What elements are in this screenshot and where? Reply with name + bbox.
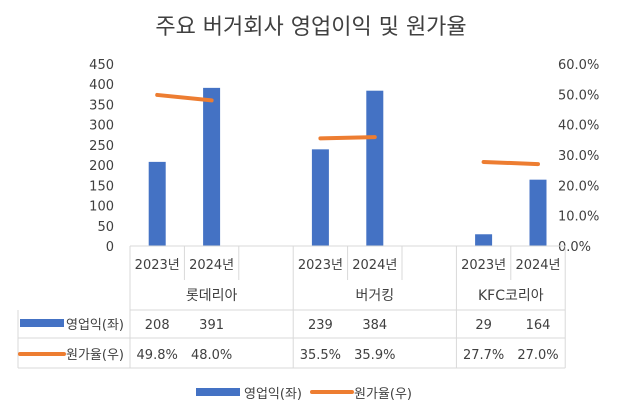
data-label: 35.5% — [300, 348, 341, 363]
data-label: 48.0% — [191, 348, 232, 363]
line-series — [155, 92, 214, 103]
series-name: 영업익(좌) — [66, 318, 124, 333]
y-right-tick: 20.0% — [558, 179, 599, 194]
legend-label: 원가율(우) — [354, 387, 412, 402]
y-left-tick: 100 — [89, 200, 114, 215]
line-series — [318, 135, 377, 141]
y-left-tick: 200 — [89, 159, 114, 174]
y-left-tick: 250 — [89, 139, 114, 154]
bar — [311, 149, 329, 246]
data-label: 208 — [145, 318, 170, 333]
y-right-tick: 10.0% — [558, 210, 599, 225]
group-label: 버거킹 — [355, 288, 394, 304]
data-label: 27.0% — [517, 348, 558, 363]
data-label: 49.8% — [137, 348, 178, 363]
group-label: 롯데리아 — [186, 288, 238, 304]
line-series — [481, 159, 540, 167]
bar — [203, 87, 221, 247]
y-left-tick: 400 — [89, 78, 114, 93]
chart-title: 주요 버거회사 영업이익 및 원가율 — [155, 15, 466, 40]
y-right-tick: 40.0% — [558, 119, 599, 134]
y-left-tick: 300 — [89, 119, 114, 134]
legend-key — [20, 319, 64, 327]
category-label: 2024년 — [352, 258, 397, 273]
y-left-tick: 0 — [106, 240, 114, 255]
data-label: 384 — [362, 318, 387, 333]
bar — [475, 234, 493, 246]
data-label: 35.9% — [354, 348, 395, 363]
y-right-tick: 30.0% — [558, 149, 599, 164]
category-label: 2024년 — [515, 258, 560, 273]
series-name: 원가율(우) — [66, 348, 124, 363]
legend-bar-key — [196, 388, 240, 396]
category-label: 2023년 — [135, 258, 180, 273]
category-label: 2024년 — [189, 258, 234, 273]
y-left-tick: 150 — [89, 179, 114, 194]
category-label: 2023년 — [461, 258, 506, 273]
data-label: 239 — [308, 318, 333, 333]
bar — [366, 90, 384, 247]
y-right-tick: 60.0% — [558, 58, 599, 73]
y-left-tick: 50 — [97, 220, 114, 235]
group-label: KFC코리아 — [478, 288, 544, 304]
data-label: 164 — [526, 318, 551, 333]
y-left-tick: 350 — [89, 98, 114, 113]
y-left-tick: 450 — [89, 58, 114, 73]
data-label: 27.7% — [463, 348, 504, 363]
y-right-tick: 0.0% — [558, 240, 591, 255]
category-label: 2023년 — [298, 258, 343, 273]
legend-label: 영업익(좌) — [244, 387, 302, 402]
y-right-tick: 50.0% — [558, 88, 599, 103]
bar — [529, 179, 547, 246]
data-label: 391 — [199, 318, 224, 333]
bar — [148, 161, 166, 246]
data-label: 29 — [475, 318, 492, 333]
